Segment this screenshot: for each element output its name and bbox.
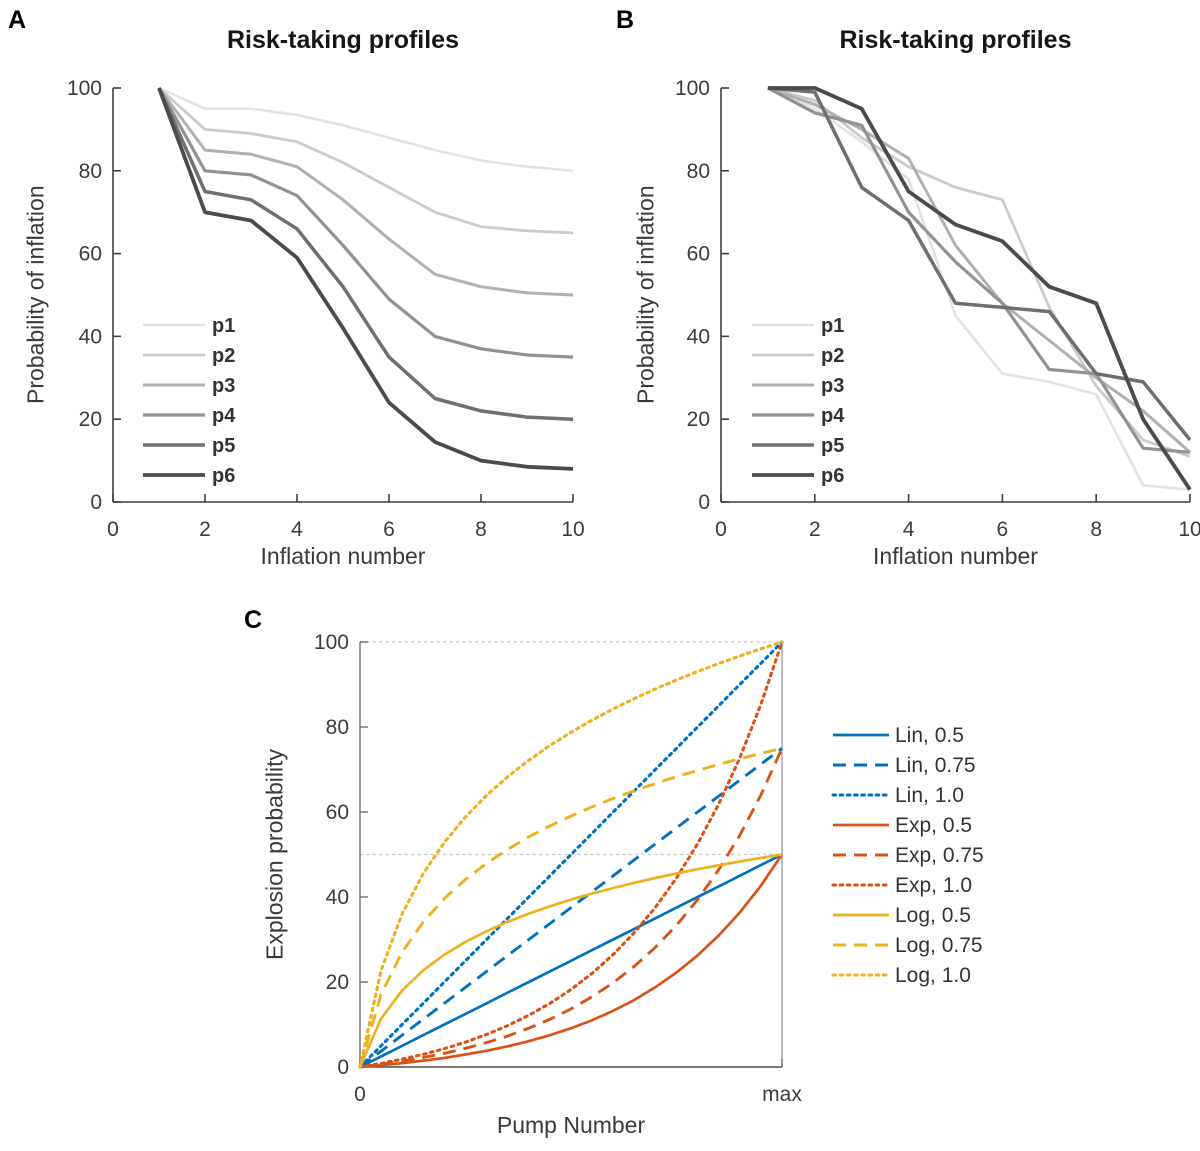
panel_c-y-tick-label-60: 60 [326,801,349,824]
panel_c-legend-label-3: Lin, 1.0 [895,784,964,807]
panel_c-legend-label-1: Lin, 0.5 [895,724,964,747]
panel_c-y-tick-label-20: 20 [326,971,349,994]
panel_a-x-tick-label-2: 2 [199,518,211,541]
panel_c-series-line-exp-1-0 [358,640,784,1069]
panel_c-series-line-lin-0-75 [359,747,783,1069]
panel_b-x-tick-label-8: 8 [1090,518,1102,541]
panel_c-legend-label-2: Lin, 0.75 [895,754,976,777]
panel_b-legend-label-3: p3 [821,375,844,397]
panel_a-legend-label-5: p5 [212,435,235,457]
panel_a-y-tick-label-20: 20 [79,408,102,431]
panel_b-legend-label-1: p1 [821,315,844,337]
panel_c-y-tick-label-80: 80 [326,716,349,739]
panel_a-legend-label-1: p1 [212,315,235,337]
panel_c-legend-label-8: Log, 0.75 [895,934,983,957]
panel_a-x-tick-label-6: 6 [383,518,395,541]
panel_b-y-tick-label-60: 60 [687,243,710,266]
panel_b-legend-label-4: p4 [821,405,845,427]
panel_b-series-line-p3 [767,86,1191,454]
panel_a-series-line-p3 [157,87,574,297]
panel_c-x-tick-label-0: 0 [354,1083,366,1106]
panel_b-y-tick-label-100: 100 [675,77,710,100]
panel-a-title: Risk-taking profiles [227,26,459,54]
panel-a-xlabel: Inflation number [260,543,426,569]
panel_c-series-line-log-0-75 [358,746,783,1068]
panel_b-legend-label-6: p6 [821,465,844,487]
panel_a-series-line-p4 [157,87,574,359]
panel-a-ylabel: Probability of inflation [22,185,49,405]
panel_c-series-line-log-0-5 [358,853,783,1068]
panel_b-series-line-p5 [767,86,1192,442]
panel_b-x-tick-label-6: 6 [997,518,1009,541]
panel_c-x-tick-label-max: max [762,1083,802,1106]
panel_a-y-tick-label-0: 0 [90,491,102,514]
panel_c-legend-label-6: Exp, 1.0 [895,874,972,897]
panel_a-y-tick-label-40: 40 [79,325,102,348]
panel_a-series-line-p5 [157,87,574,421]
panel_b-y-tick-label-20: 20 [687,408,710,431]
panel_a-series-line-p1 [158,86,574,173]
panel_a-y-tick-label-100: 100 [67,77,102,100]
panel_b-series-line-p1 [767,86,1191,491]
panel_c-series-line-log-1-0 [358,640,784,1069]
panel_a-y-tick-label-80: 80 [79,160,102,183]
panel-c-letter: C [244,606,263,634]
panel_a-x-tick-label-4: 4 [291,518,303,541]
panel-c-xlabel: Pump Number [496,1112,646,1138]
panel_c-legend-label-4: Exp, 0.5 [895,814,972,837]
panel_c-series-line-lin-0-5 [359,853,783,1069]
panel_c-series-line-exp-0-5 [359,853,784,1069]
panel_b-x-tick-label-0: 0 [715,518,727,541]
panel_c-series-line-exp-0-75 [359,747,784,1069]
panel_b-series-line-p4 [767,86,1191,454]
panel-a-letter: A [8,6,27,34]
panel_a-legend-label-3: p3 [212,375,235,397]
panel_a-x-tick-label-10: 10 [561,518,584,541]
panel-b-ylabel: Probability of inflation [632,185,659,405]
panel_a-legend-label-6: p6 [212,465,235,487]
panel_b-y-tick-label-40: 40 [687,325,710,348]
panel_c-y-tick-label-0: 0 [337,1056,349,1079]
panel_a-x-tick-label-8: 8 [475,518,487,541]
panel_a-x-tick-label-0: 0 [107,518,119,541]
panel_b-x-tick-label-2: 2 [809,518,821,541]
panel-c-ylabel: Explosion probability [261,749,288,960]
panel_c-legend-label-7: Log, 0.5 [895,904,971,927]
panel_a-series-line-p6 [157,87,574,471]
panel_b-x-tick-label-10: 10 [1178,518,1200,541]
panel_a-legend-label-2: p2 [212,345,235,367]
panel_c-y-tick-label-40: 40 [326,886,349,909]
panel-b-xlabel: Inflation number [873,543,1038,569]
panel_c-y-tick-label-100: 100 [314,631,349,654]
panel_c-legend-label-9: Log, 1.0 [895,964,971,987]
panel_a-series-line-p2 [158,86,574,235]
panel_b-legend-label-5: p5 [821,435,844,457]
panel_b-y-tick-label-0: 0 [698,491,710,514]
panel_a-y-tick-label-60: 60 [79,243,102,266]
panel_b-legend-label-2: p2 [821,345,844,367]
panel_c-legend-label-5: Exp, 0.75 [895,844,984,867]
panel_b-series-line-p6 [767,86,1192,491]
panel_b-y-tick-label-80: 80 [687,160,710,183]
panel_b-x-tick-label-4: 4 [903,518,915,541]
panel_a-legend-label-4: p4 [212,405,236,427]
panel_c-series-line-lin-1-0 [358,640,784,1069]
panel-b-letter: B [616,6,635,34]
panel-b-title: Risk-taking profiles [839,26,1072,54]
